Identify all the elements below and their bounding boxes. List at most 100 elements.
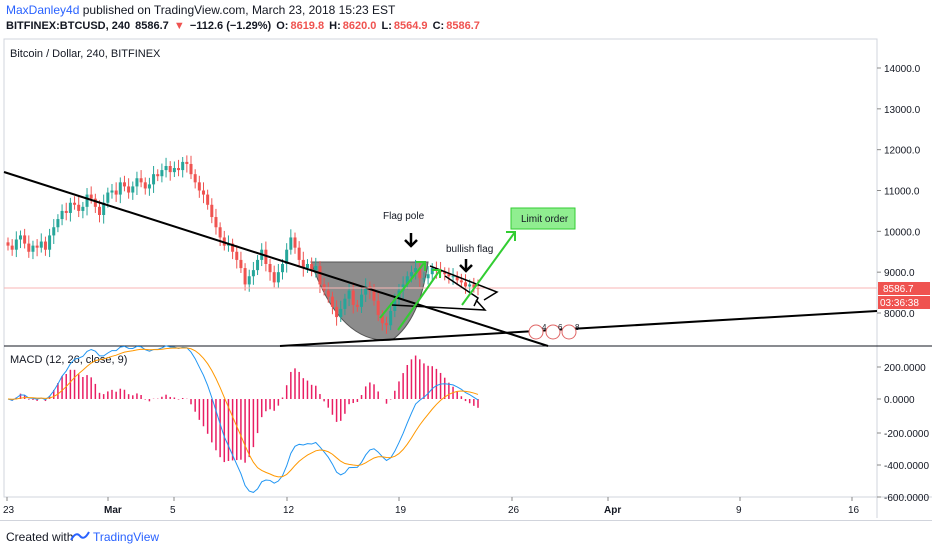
candle-body [139,178,143,183]
event-count: 4 [542,323,547,332]
high-value: 8620.0 [342,20,377,32]
publish-info: MaxDanley4d published on TradingView.com… [6,3,395,17]
candle-body [305,264,309,269]
time-tick-label: Apr [604,505,621,516]
candle-body [376,300,380,316]
candle-body [197,182,201,191]
candle-body [73,202,77,205]
candle-body [52,227,56,236]
macd-tick-label: -200.0000 [884,429,929,440]
tradingview-logo-icon [70,531,90,541]
time-tick-label: 12 [283,505,295,516]
price-tick-label: 10000.0 [884,227,921,238]
candle-body [168,166,172,173]
candle-body [243,268,247,285]
macd-tick-label: -400.0000 [884,461,929,472]
candle-body [251,270,255,277]
candle-body [189,163,193,175]
flag-base-arrow [391,299,487,311]
time-tick-label: 9 [736,505,742,516]
candle-body [181,161,185,171]
candle-body [322,284,326,291]
publish-text: published on TradingView.com, March 23, … [82,3,396,17]
candle-body [355,304,359,307]
flag-lower-arrow [444,275,479,307]
ohlc-bar: BITFINEX:BTCUSD, 240 8586.7 ▼ −112.6 (−1… [6,20,482,32]
time-tick-label: 5 [170,505,176,516]
candle-body [468,284,472,287]
event-flag-icon[interactable] [528,324,544,340]
down-arrow-markers [404,233,473,273]
candle-body [372,290,376,301]
symbol-label: BITFINEX:BTCUSD, 240 [6,20,131,32]
close-value: 8586.7 [446,20,480,32]
candle-body [85,194,89,207]
low-value: 8564.9 [393,20,428,32]
high-label: H: [329,20,341,32]
low-label: L: [381,20,392,32]
candle-body [472,284,476,288]
close-label: C: [432,20,445,32]
time-tick-label: 23 [3,505,15,516]
descending-trendline [3,171,549,347]
candle-body [118,182,122,195]
candle-body [218,227,222,238]
candle-body [247,276,251,285]
candle-body [330,296,334,307]
candle-body [127,186,131,193]
event-count: 8 [575,323,580,332]
support-trendline [279,310,878,347]
limit-order-box [510,207,576,230]
candle-body [422,278,426,280]
candle-body [289,237,293,250]
event-flag-icon[interactable] [545,324,561,340]
candle-body [314,266,318,271]
candle-body [93,198,97,207]
candle-body [451,276,455,278]
candle-body [256,259,260,271]
candle-body [239,259,243,269]
candle-body [18,235,22,240]
event-count: 6 [558,323,563,332]
candle-body [89,194,93,199]
signal-line [7,347,479,478]
candle-body [164,166,168,171]
down-arrow-icon: ▼ [173,20,185,32]
candle-body [156,174,160,177]
candle-body [443,272,447,275]
open-label: O: [276,20,289,32]
candle-body [231,243,235,252]
candle-body [39,241,43,248]
candle-body [285,249,289,264]
candle-body [56,219,60,228]
candle-body [143,182,147,189]
price-chart[interactable]: 14000.0 13000.0 12000.0 11000.0 10000.0 9000.… [0,0,932,522]
candle-body [131,186,135,193]
candle-body [6,242,10,246]
tradingview-link[interactable]: TradingView [93,530,160,544]
candle-body [114,190,118,195]
candle-body [414,268,418,273]
candle-body [147,184,151,189]
candle-body [418,268,422,279]
candle-body [405,276,409,285]
candle-body [110,190,114,193]
countdown-tag-text: 03:36:38 [880,298,919,309]
candle-body [193,174,197,183]
footer: Created with TradingView [0,520,932,550]
flag-pole-label: Flag pole [383,211,425,222]
price-tick-label: 8000.0 [884,309,915,320]
candle-body [326,290,330,297]
event-flag-icon[interactable] [561,324,577,340]
candle-body [426,274,430,279]
candle-body [23,235,27,244]
candle-body [301,259,305,269]
candle-body [172,168,176,173]
author-link[interactable]: MaxDanley4d [6,3,80,17]
candle-body [464,282,468,287]
price-tick-label: 14000.0 [884,64,921,75]
economic-event-badges[interactable]: 4 6 8 [528,323,580,340]
candle-body [459,280,463,283]
candle-body [31,245,35,252]
